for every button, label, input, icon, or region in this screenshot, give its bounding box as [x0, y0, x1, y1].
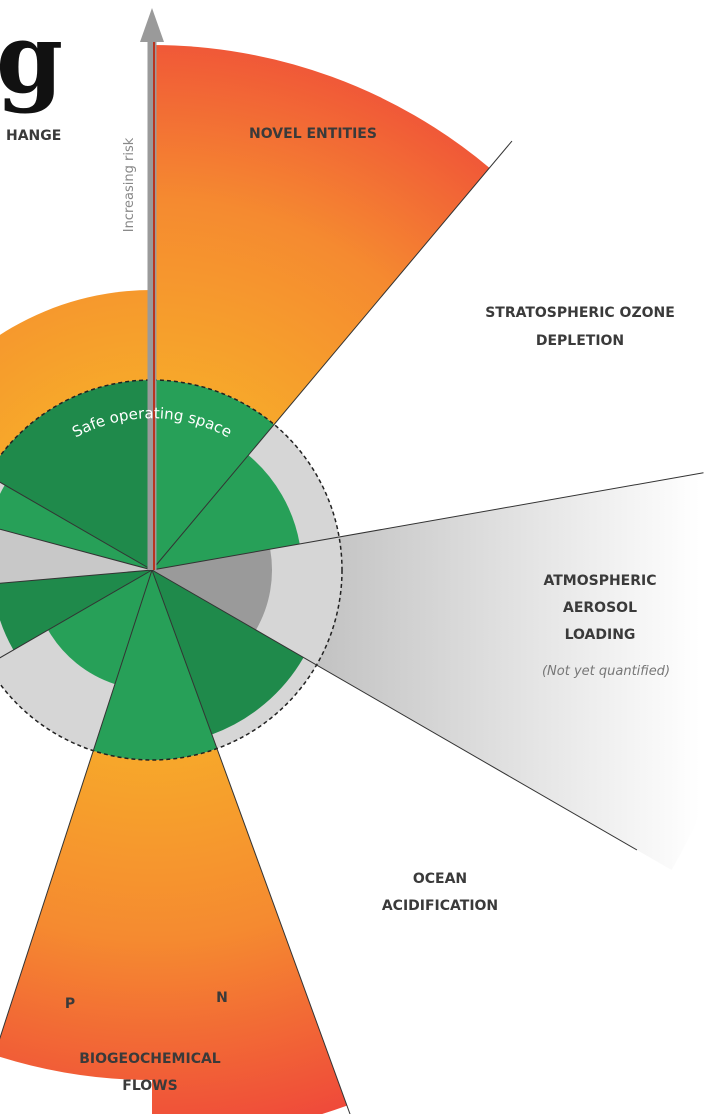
risk-arrow: [140, 8, 164, 42]
bio-label: BIOGEOCHEMICAL: [79, 1051, 221, 1067]
divider: [0, 569, 153, 659]
safe-sector: [152, 380, 275, 570]
divider: [0, 569, 153, 1040]
aerosol-label: AEROSOL: [563, 600, 637, 616]
aerosol-label: ATMOSPHERIC: [543, 573, 656, 589]
grey-sector: [0, 529, 152, 584]
ocean-label: OCEAN: [413, 871, 467, 887]
divider: [151, 140, 513, 571]
safe-sector: [0, 485, 152, 570]
safe-sector: [0, 570, 152, 650]
divider: [151, 569, 638, 851]
wedges: [0, 45, 709, 1114]
safe-sector: [0, 380, 152, 570]
safe-sector: [93, 570, 217, 761]
axis-label: Increasing risk: [122, 137, 137, 232]
divider: [151, 569, 351, 1114]
bio-label: FLOWS: [122, 1078, 177, 1094]
aerosol-note: (Not yet quantified): [542, 664, 670, 679]
overlay: Increasing risk Safe operating space g H…: [0, 2, 675, 1094]
divider: [0, 528, 153, 571]
divider: [0, 481, 153, 571]
title: g: [0, 2, 63, 115]
novel-label: NOVEL ENTITIES: [249, 126, 377, 142]
divider: [151, 472, 704, 571]
ozone-label: DEPLETION: [536, 333, 624, 349]
safe-sector: [152, 455, 300, 570]
aerosol-label: LOADING: [565, 627, 636, 643]
ozone-label: STRATOSPHERIC OZONE: [485, 305, 675, 321]
n-label: N: [216, 990, 228, 1006]
ocean-label: ACIDIFICATION: [382, 898, 498, 914]
p-label: P: [65, 996, 75, 1012]
aerosol-inner: [152, 549, 273, 630]
safe-sector: [48, 570, 152, 685]
climate-label: HANGE: [6, 128, 61, 144]
safe-boundary: [0, 379, 343, 761]
divider: [0, 569, 153, 584]
safe-sector: [152, 570, 304, 735]
